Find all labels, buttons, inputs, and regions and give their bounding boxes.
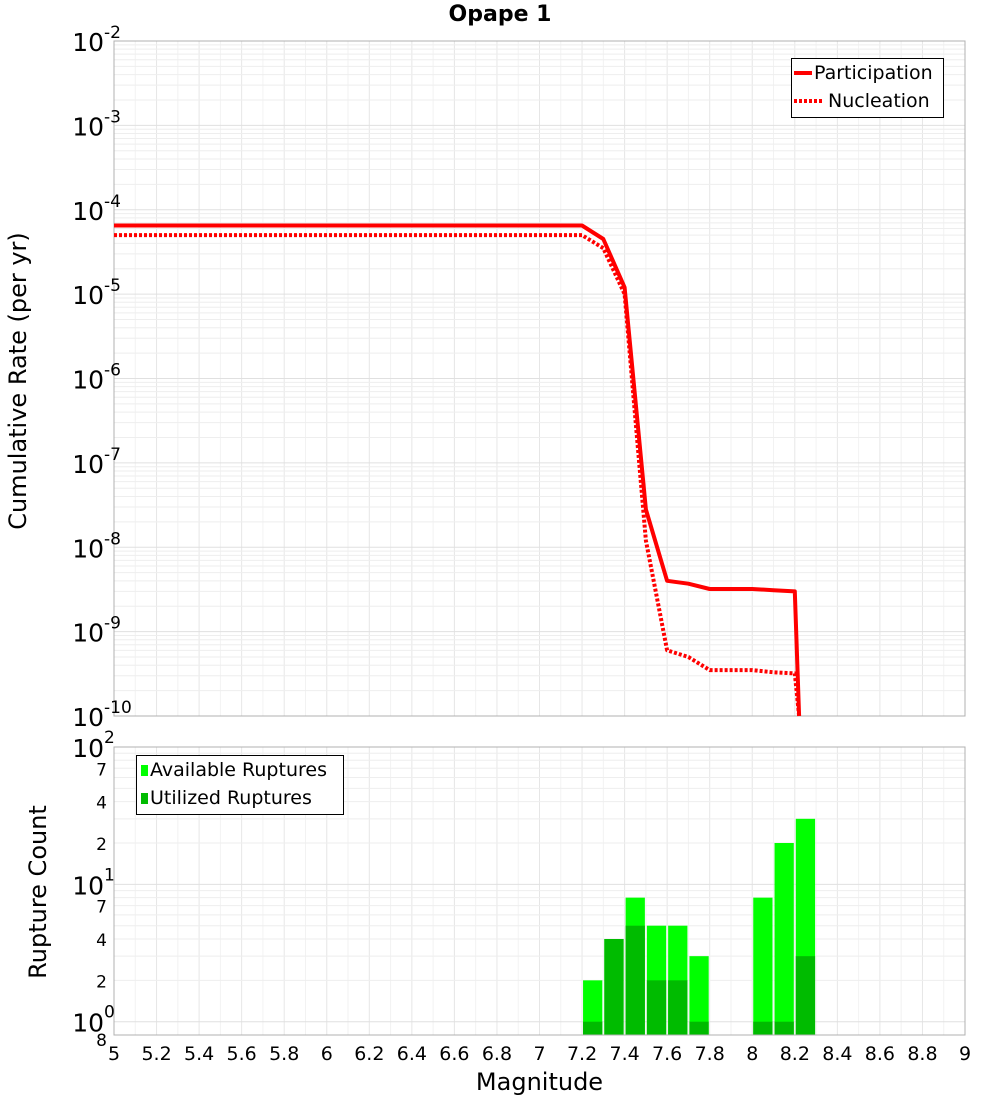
bar-utilized bbox=[689, 1021, 709, 1035]
y-tick-label: 10 bbox=[72, 112, 104, 141]
x-tick-label: 5.6 bbox=[227, 1043, 257, 1065]
x-tick-label: 6.2 bbox=[354, 1043, 384, 1065]
x-tick-label: 7 bbox=[533, 1043, 545, 1065]
nucleation-swatch bbox=[794, 99, 822, 103]
x-tick-label: 6 bbox=[321, 1043, 333, 1065]
legend-label-nucleation: Nucleation bbox=[828, 90, 930, 112]
bar-utilized bbox=[583, 1021, 603, 1035]
x-tick-label: 7.4 bbox=[609, 1043, 639, 1065]
legend-item-utilized: Utilized Ruptures bbox=[137, 784, 343, 812]
y-tick-label: 7 bbox=[96, 898, 107, 918]
count-bars bbox=[583, 818, 816, 1035]
y-tick-exponent: -7 bbox=[104, 445, 121, 465]
legend-item-available: Available Ruptures bbox=[137, 756, 343, 784]
x-tick-label: 7.6 bbox=[652, 1043, 682, 1065]
count-legend: Available Ruptures Utilized Ruptures bbox=[136, 755, 344, 815]
rate-plot-border bbox=[113, 40, 966, 717]
x-ticks: 5 5.2 5.4 5.6 5.8 6 6.2 6.4 6.6 6.8 7 7.2 7.4 7.6 7.8 8… bbox=[108, 1043, 971, 1065]
x-tick-label: 9 bbox=[959, 1043, 971, 1065]
y-tick-exponent: -9 bbox=[104, 614, 121, 634]
rate-grid bbox=[113, 41, 966, 717]
x-tick-label: 6.8 bbox=[482, 1043, 512, 1065]
bar-utilized bbox=[753, 1021, 773, 1035]
y-tick-label: 10 bbox=[72, 197, 104, 226]
y-tick-label: 10 bbox=[72, 1009, 104, 1038]
y-tick-exponent: 2 bbox=[104, 728, 115, 748]
utilized-swatch bbox=[141, 793, 148, 804]
bottom-y-axis-label: Rupture Count bbox=[23, 805, 52, 979]
legend-label-available: Available Ruptures bbox=[150, 759, 327, 781]
y-tick-exponent: -5 bbox=[104, 276, 121, 296]
x-tick-label: 5.2 bbox=[141, 1043, 171, 1065]
x-tick-label: 8 bbox=[746, 1043, 758, 1065]
top-y-axis-label: Cumulative Rate (per yr) bbox=[3, 231, 32, 530]
y-tick-label: 10 bbox=[72, 871, 104, 900]
y-tick-label: 7 bbox=[96, 760, 107, 780]
bar-utilized bbox=[604, 939, 624, 1035]
y-tick-label: 10 bbox=[72, 703, 104, 732]
bar-utilized bbox=[646, 980, 667, 1035]
x-tick-label: 6.6 bbox=[439, 1043, 469, 1065]
legend-item-nucleation: Nucleation bbox=[792, 87, 943, 115]
y-tick-label: 10 bbox=[72, 619, 104, 648]
y-tick-exponent: -3 bbox=[104, 107, 121, 127]
y-tick-exponent: -8 bbox=[104, 529, 121, 549]
y-tick-label: 10 bbox=[72, 534, 104, 563]
chart-title: Opape 1 bbox=[448, 2, 552, 27]
y-tick-exponent: -10 bbox=[104, 698, 132, 718]
bar-available bbox=[583, 980, 603, 1035]
x-tick-label: 8.2 bbox=[780, 1043, 810, 1065]
series-line-nucleation bbox=[114, 233, 802, 717]
x-tick-label: 5.8 bbox=[269, 1043, 299, 1065]
y-tick-label: 8 bbox=[96, 1031, 107, 1051]
x-tick-label: 7.8 bbox=[695, 1043, 725, 1065]
bar-available bbox=[689, 956, 709, 1035]
x-tick-label: 8.8 bbox=[907, 1043, 937, 1065]
rate-legend: Participation Nucleation bbox=[791, 58, 944, 118]
x-tick-label: 8.4 bbox=[822, 1043, 852, 1065]
y-tick-label: 2 bbox=[96, 835, 107, 855]
available-swatch bbox=[141, 765, 148, 776]
y-tick-label: 4 bbox=[96, 931, 107, 951]
y-tick-label: 4 bbox=[96, 794, 107, 814]
bar-utilized bbox=[795, 956, 816, 1035]
x-axis-label: Magnitude bbox=[475, 1068, 604, 1096]
y-tick-exponent: -2 bbox=[104, 23, 121, 43]
y-tick-label: 10 bbox=[72, 450, 104, 479]
y-tick-exponent: 1 bbox=[104, 865, 115, 885]
bar-utilized bbox=[668, 980, 688, 1035]
y-tick-label: 10 bbox=[72, 281, 104, 310]
legend-item-participation: Participation bbox=[792, 59, 943, 87]
bar-available bbox=[774, 843, 794, 1035]
y-tick-exponent: -4 bbox=[104, 192, 121, 212]
participation-swatch bbox=[794, 71, 812, 75]
x-tick-label: 5 bbox=[108, 1043, 120, 1065]
bar-utilized bbox=[625, 925, 645, 1035]
y-tick-label: 10 bbox=[72, 734, 104, 763]
series-line-participation bbox=[114, 223, 802, 717]
y-tick-exponent: 0 bbox=[104, 1003, 115, 1023]
y-tick-exponent: -6 bbox=[104, 361, 121, 381]
count-plot-border bbox=[113, 746, 966, 1036]
x-tick-label: 8.6 bbox=[865, 1043, 895, 1065]
x-tick-label: 5.4 bbox=[184, 1043, 214, 1065]
legend-label-utilized: Utilized Ruptures bbox=[150, 787, 312, 809]
x-tick-label: 6.4 bbox=[397, 1043, 427, 1065]
bar-available bbox=[753, 897, 773, 1035]
x-tick-label: 7.2 bbox=[567, 1043, 597, 1065]
legend-label-participation: Participation bbox=[814, 62, 933, 84]
rate-y-ticks: 10-210-310-410-510-610-710-810-910-10 bbox=[72, 23, 132, 732]
bar-utilized bbox=[774, 1021, 794, 1035]
y-tick-label: 2 bbox=[96, 972, 107, 992]
y-tick-label: 10 bbox=[72, 28, 104, 57]
y-tick-label: 10 bbox=[72, 366, 104, 395]
